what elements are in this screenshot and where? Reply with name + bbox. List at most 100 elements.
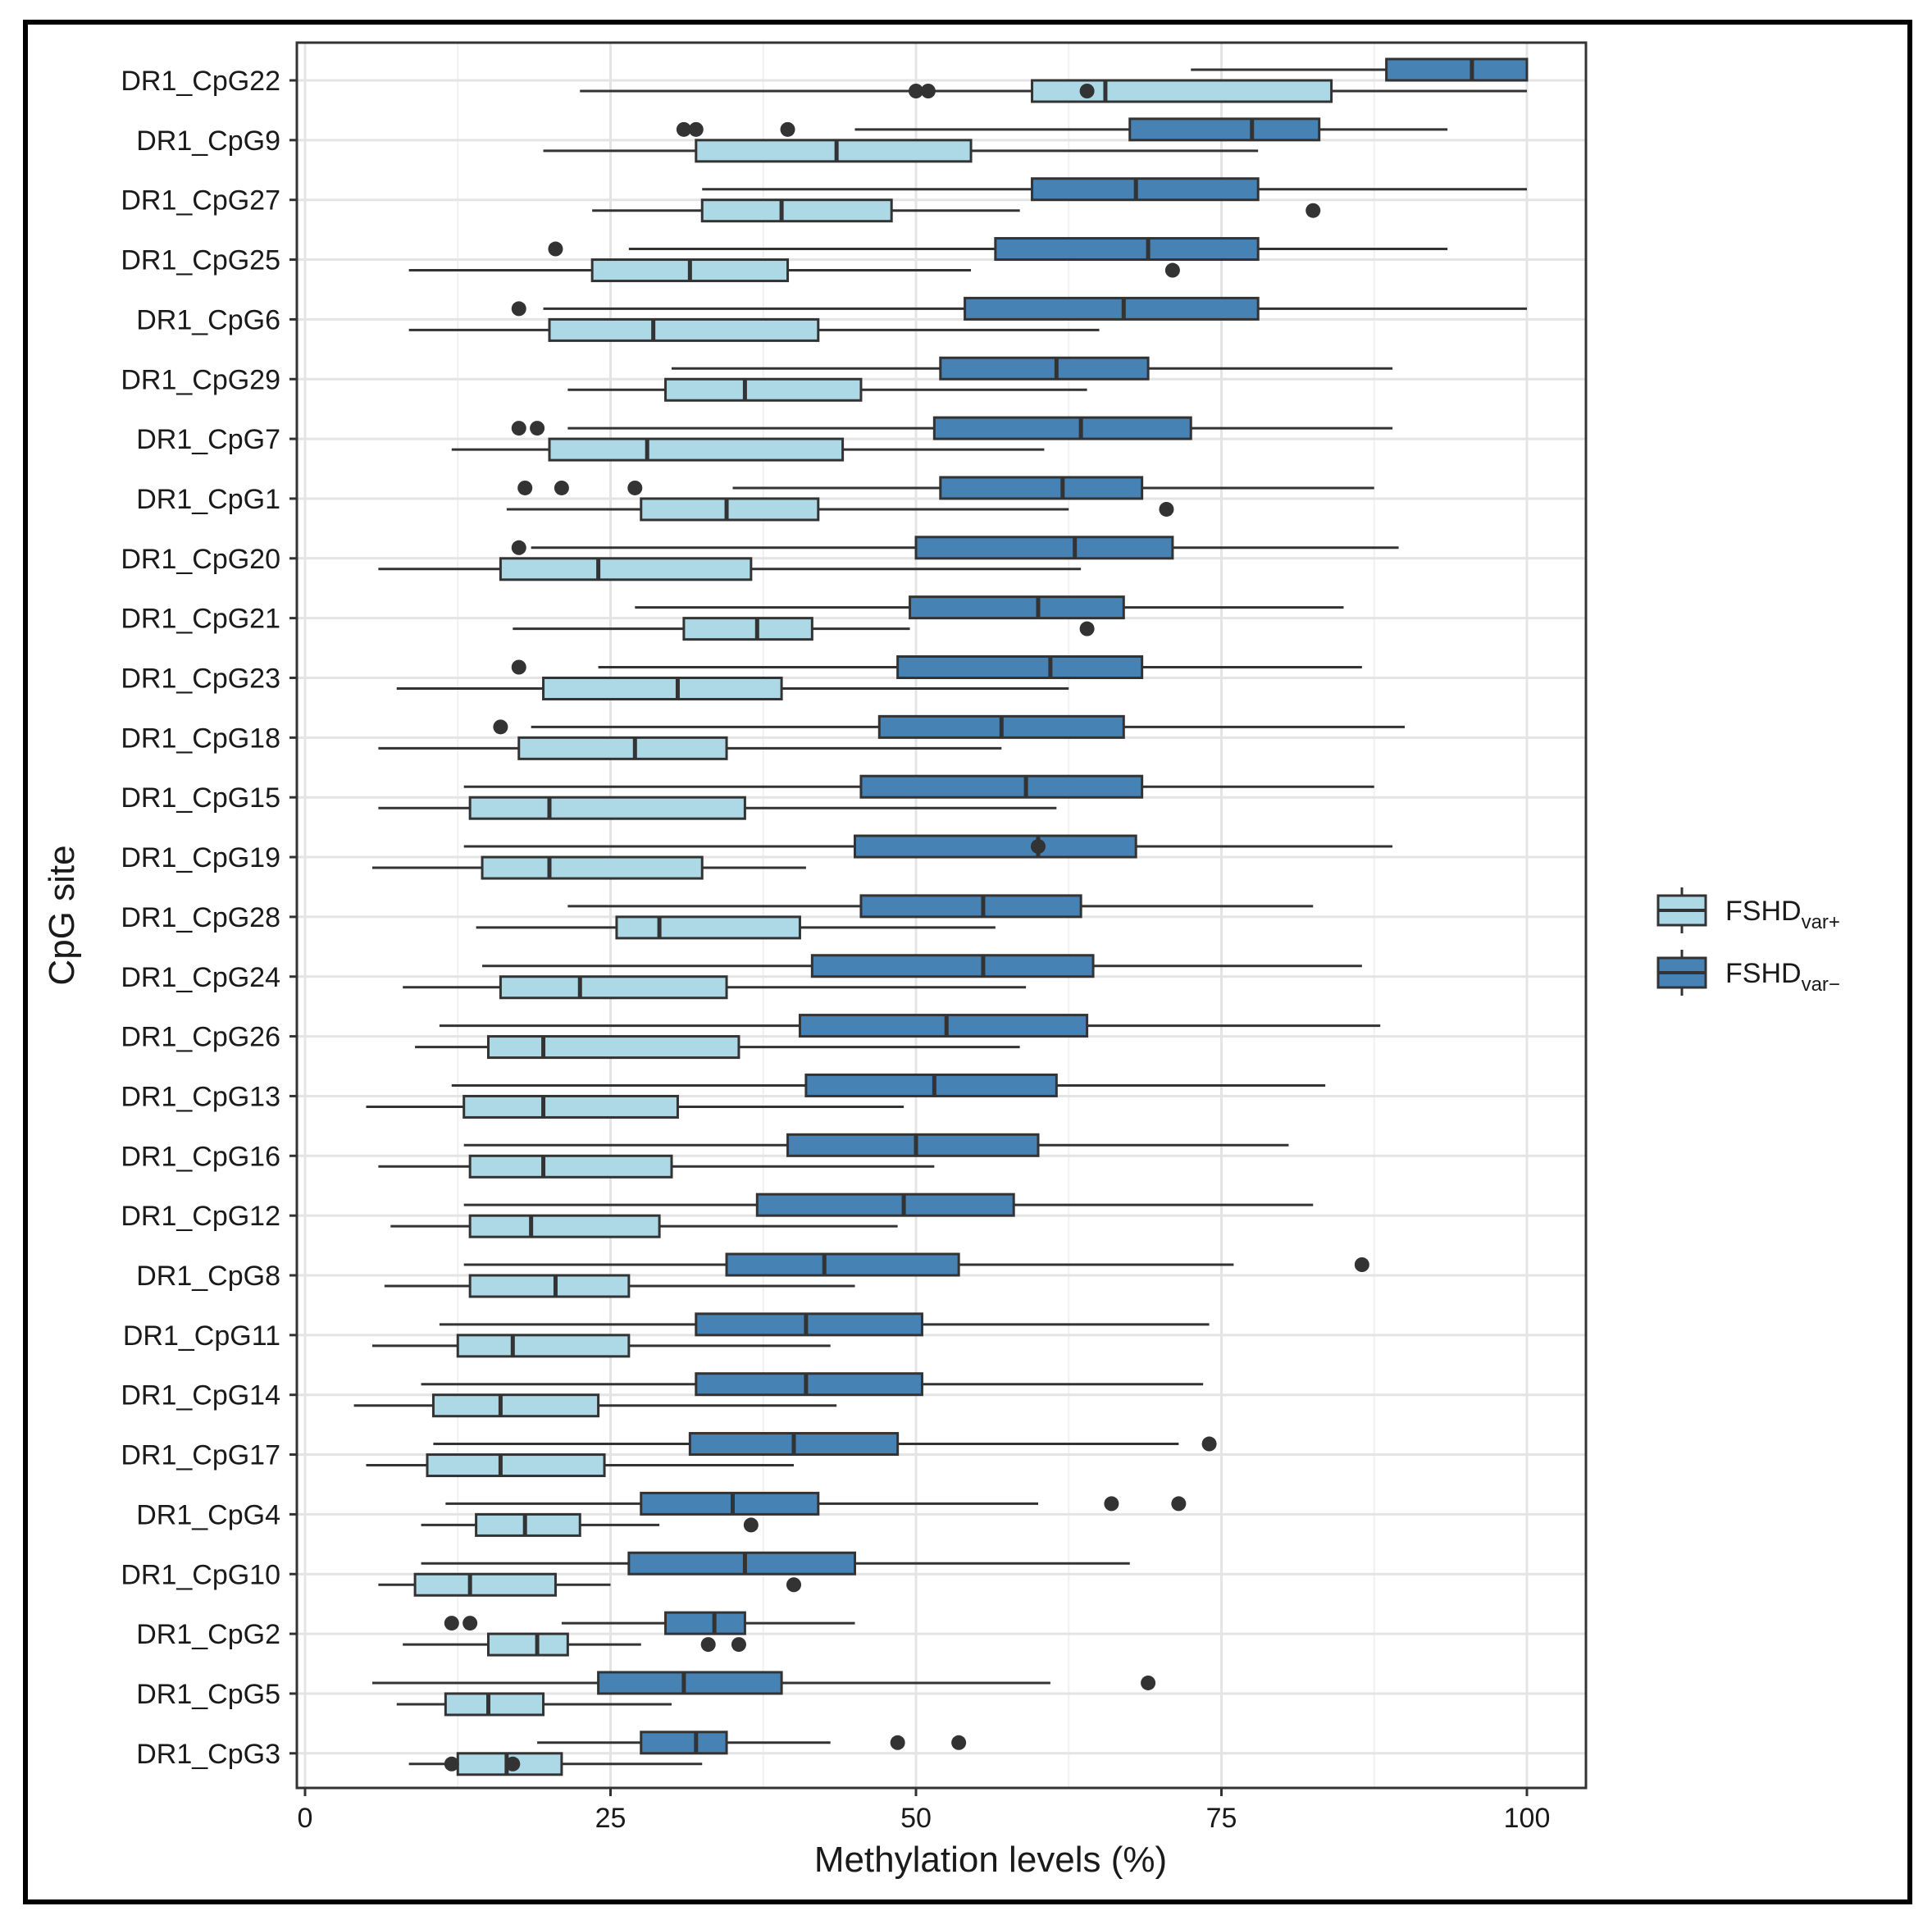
y-tick-label: DR1_CpG16 [121, 1141, 280, 1172]
box-var-plus [487, 1035, 740, 1060]
box-var-minus [804, 1073, 1058, 1097]
y-tick-label: DR1_CpG18 [121, 723, 280, 754]
box-var-minus [725, 1252, 960, 1277]
outlier-point-var-minus [951, 1735, 967, 1750]
outlier-point-var-minus [1141, 1675, 1156, 1690]
y-tick-label: DR1_CpG8 [136, 1261, 280, 1292]
box-var-minus [1128, 117, 1321, 142]
box-var-plus [548, 317, 820, 342]
outlier-point-var-plus [1305, 203, 1321, 218]
box-var-minus [909, 595, 1125, 620]
y-tick-label: DR1_CpG7 [136, 424, 280, 455]
box-var-minus [664, 1611, 746, 1635]
outlier-point-var-minus [517, 480, 533, 495]
outlier-point-var-minus [493, 719, 508, 735]
box-var-plus [664, 377, 863, 402]
y-tick-label: DR1_CpG12 [121, 1201, 280, 1232]
box-var-minus [798, 1014, 1089, 1038]
y-tick-label: DR1_CpG3 [136, 1739, 280, 1770]
box-var-minus [859, 894, 1082, 919]
box-var-plus [700, 198, 893, 223]
outlier-point-var-minus [1104, 1496, 1119, 1512]
y-tick-label: DR1_CpG19 [121, 842, 280, 873]
outlier-point-var-minus [554, 480, 569, 495]
box-var-plus [548, 437, 845, 462]
plot-border [295, 41, 1588, 1790]
outlier-point-var-minus [462, 1616, 478, 1631]
y-tick-label: DR1_CpG21 [121, 604, 280, 635]
x-tick-label: 0 [298, 1803, 313, 1834]
outlier-point-var-plus [731, 1637, 746, 1653]
y-tick-label: DR1_CpG14 [121, 1380, 280, 1411]
box-var-plus [431, 1393, 600, 1418]
y-axis-title: CpG site [42, 845, 82, 985]
box-var-plus [413, 1572, 557, 1597]
box-var-minus [939, 356, 1150, 381]
box-var-plus [517, 736, 728, 760]
outlier-point-var-minus [688, 121, 704, 137]
box-var-plus [426, 1453, 606, 1478]
outlier-point-var-minus [444, 1616, 459, 1631]
x-tick-label: 75 [1206, 1803, 1237, 1834]
y-tick-label: DR1_CpG27 [121, 185, 280, 217]
outlier-point-var-plus [700, 1637, 716, 1653]
y-tick-label: DR1_CpG15 [121, 782, 280, 814]
figure-frame [23, 20, 1912, 1904]
y-tick-label: DR1_CpG23 [121, 664, 280, 695]
outlier-point-var-plus [505, 1756, 521, 1772]
x-axis-title: Methylation levels (%) [814, 1840, 1167, 1880]
box-var-minus [932, 416, 1192, 440]
box-var-plus [640, 497, 820, 522]
outlier-point-var-plus [920, 84, 936, 98]
y-tick-label: DR1_CpG26 [121, 1022, 280, 1053]
box-var-minus [859, 774, 1144, 799]
box-var-plus [695, 139, 973, 163]
box-var-minus [896, 655, 1144, 679]
box-var-minus [786, 1133, 1040, 1157]
box-var-minus [695, 1372, 923, 1397]
box-var-minus [1031, 177, 1260, 202]
x-tick-label: 25 [595, 1803, 627, 1834]
box-var-minus [640, 1731, 728, 1755]
legend-label-var_minus: FSHDvar− [1725, 958, 1840, 996]
outlier-point-var-plus [1079, 84, 1095, 98]
box-var-minus [810, 954, 1095, 978]
y-tick-label: DR1_CpG13 [121, 1081, 280, 1112]
box-var-plus [462, 1094, 679, 1119]
box-var-plus [444, 1692, 545, 1717]
box-var-plus [615, 915, 801, 940]
box-var-minus [1385, 57, 1529, 82]
outlier-point-var-plus [444, 1756, 459, 1772]
outlier-point-var-plus [1079, 621, 1095, 636]
box-var-plus [468, 1274, 631, 1298]
box-var-plus [682, 617, 813, 641]
outlier-point-var-minus [511, 659, 526, 675]
outlier-point-var-plus [1164, 262, 1180, 278]
box-var-minus [964, 296, 1260, 321]
y-tick-label: DR1_CpG5 [136, 1679, 280, 1710]
y-tick-label: DR1_CpG25 [121, 245, 280, 276]
y-tick-label: DR1_CpG4 [136, 1499, 280, 1530]
outlier-point-var-plus [909, 84, 923, 98]
box-var-plus [481, 855, 704, 880]
y-tick-label: DR1_CpG22 [121, 66, 280, 97]
box-var-minus [627, 1551, 856, 1576]
box-var-minus [854, 834, 1137, 859]
box-var-plus [499, 975, 728, 1000]
y-tick-label: DR1_CpG2 [136, 1619, 280, 1650]
outlier-point-var-plus [1159, 501, 1174, 517]
outlier-point-var-minus [1031, 839, 1046, 855]
box-var-minus [939, 476, 1144, 500]
y-tick-label: DR1_CpG17 [121, 1440, 280, 1471]
y-tick-label: DR1_CpG29 [121, 364, 280, 395]
box-var-minus [695, 1312, 923, 1337]
x-tick-label: 100 [1504, 1803, 1551, 1834]
legend-label-var_plus: FSHDvar+ [1725, 896, 1840, 933]
outlier-point-var-minus [627, 480, 643, 495]
box-var-plus [542, 677, 783, 700]
outlier-point-var-minus [1171, 1496, 1187, 1512]
outlier-point-var-minus [1201, 1436, 1217, 1452]
box-var-minus [994, 237, 1260, 262]
outlier-point-var-minus [511, 540, 526, 555]
